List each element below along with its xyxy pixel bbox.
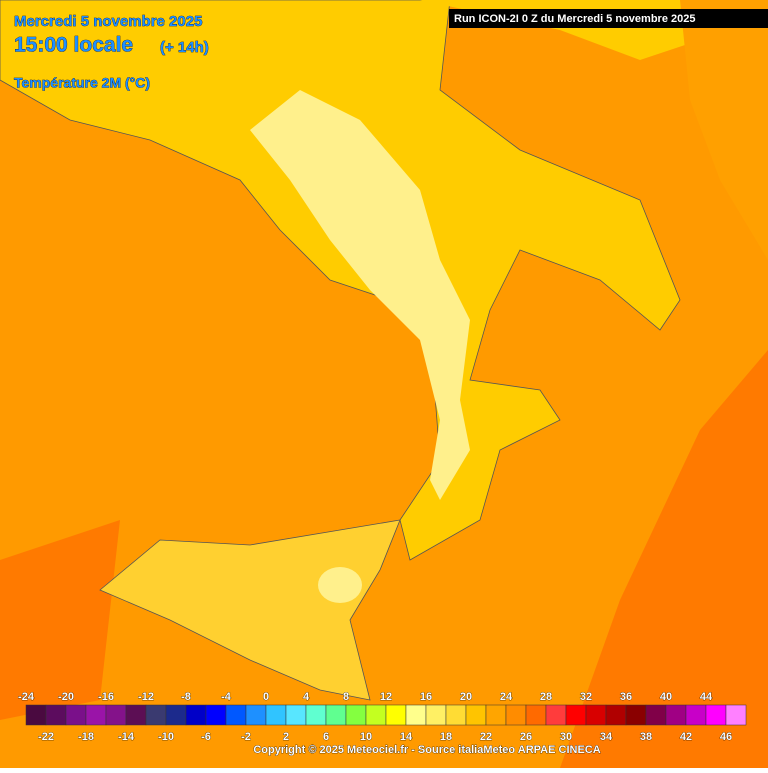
color-swatch (725, 704, 747, 726)
tick-label: -8 (181, 691, 191, 703)
color-swatch (405, 704, 427, 726)
run: Run ICON-2I 0 Z du Mercredi 5 novembre 2… (454, 13, 695, 25)
tick-label: -20 (58, 691, 74, 703)
color-swatch (585, 704, 607, 726)
tick-label: 6 (323, 731, 329, 743)
color-swatch (65, 704, 87, 726)
tick-label: 30 (560, 731, 572, 743)
tick-label: 38 (640, 731, 652, 743)
color-swatch (185, 704, 207, 726)
tick-label: 2 (283, 731, 289, 743)
tick-label: 40 (660, 691, 672, 703)
tick-label: 20 (460, 691, 472, 703)
color-swatch (25, 704, 47, 726)
color-swatch (145, 704, 167, 726)
tick-label: 8 (343, 691, 349, 703)
tick-label: 12 (380, 691, 392, 703)
variable: Température 2M (°C) (14, 75, 150, 91)
warm-sea (560, 350, 768, 768)
tick-label: 14 (400, 731, 413, 743)
adriatic (680, 0, 768, 260)
tick-label: 26 (520, 731, 532, 743)
color-swatch (325, 704, 347, 726)
color-swatch (665, 704, 687, 726)
color-swatch (245, 704, 267, 726)
color-swatch (545, 704, 567, 726)
color-swatch (85, 704, 107, 726)
date: Mercredi 5 novembre 2025 (14, 13, 202, 30)
copyright: Copyright © 2025 Meteociel.fr - Source i… (253, 744, 600, 756)
warm-sea (0, 520, 120, 720)
tick-label: -14 (118, 731, 135, 743)
tick-label: 32 (580, 691, 592, 703)
color-swatch (225, 704, 247, 726)
color-swatch (485, 704, 507, 726)
tick-label: 4 (303, 691, 310, 703)
color-swatch (465, 704, 487, 726)
color-swatch (105, 704, 127, 726)
color-swatch (525, 704, 547, 726)
color-swatch (365, 704, 387, 726)
tick-label: 46 (720, 731, 732, 743)
color-swatch (445, 704, 467, 726)
color-swatch (265, 704, 287, 726)
tick-label: -12 (138, 691, 154, 703)
color-swatch (205, 704, 227, 726)
color-swatch (685, 704, 707, 726)
tick-label: -2 (241, 731, 251, 743)
color-swatch (505, 704, 527, 726)
tick-label: 10 (360, 731, 372, 743)
tick-label: 18 (440, 731, 452, 743)
tick-label: 22 (480, 731, 492, 743)
time: 15:00 locale (14, 34, 133, 57)
tick-label: 34 (600, 731, 613, 743)
color-swatch (705, 704, 727, 726)
tick-label: -22 (38, 731, 54, 743)
color-swatch (125, 704, 147, 726)
tick-label: -16 (98, 691, 114, 703)
color-swatch (385, 704, 407, 726)
tick-label: 0 (263, 691, 269, 703)
tick-label: 42 (680, 731, 692, 743)
etna (318, 567, 362, 603)
tick-label: -6 (201, 731, 211, 743)
tick-label: -10 (158, 731, 174, 743)
sicily (99, 519, 401, 701)
mountains (250, 90, 470, 500)
color-swatch (305, 704, 327, 726)
color-swatch (165, 704, 187, 726)
tick-label: 44 (700, 691, 713, 703)
color-swatch (285, 704, 307, 726)
colorbar: -24-22-20-18-16-14-12-10-8-6-4-202468101… (18, 691, 747, 743)
color-swatch (605, 704, 627, 726)
run-box (449, 9, 768, 28)
tick-label: -24 (18, 691, 35, 703)
tick-label: 16 (420, 691, 432, 703)
color-swatch (645, 704, 667, 726)
color-swatch (425, 704, 447, 726)
lead: (+ 14h) (160, 39, 209, 56)
tick-label: 28 (540, 691, 552, 703)
color-swatch (625, 704, 647, 726)
italy (0, 0, 681, 561)
tick-label: -18 (78, 731, 94, 743)
color-swatch (565, 704, 587, 726)
tick-label: 24 (500, 691, 513, 703)
tick-label: 36 (620, 691, 632, 703)
color-swatch (45, 704, 67, 726)
tick-label: -4 (221, 691, 232, 703)
color-swatch (345, 704, 367, 726)
